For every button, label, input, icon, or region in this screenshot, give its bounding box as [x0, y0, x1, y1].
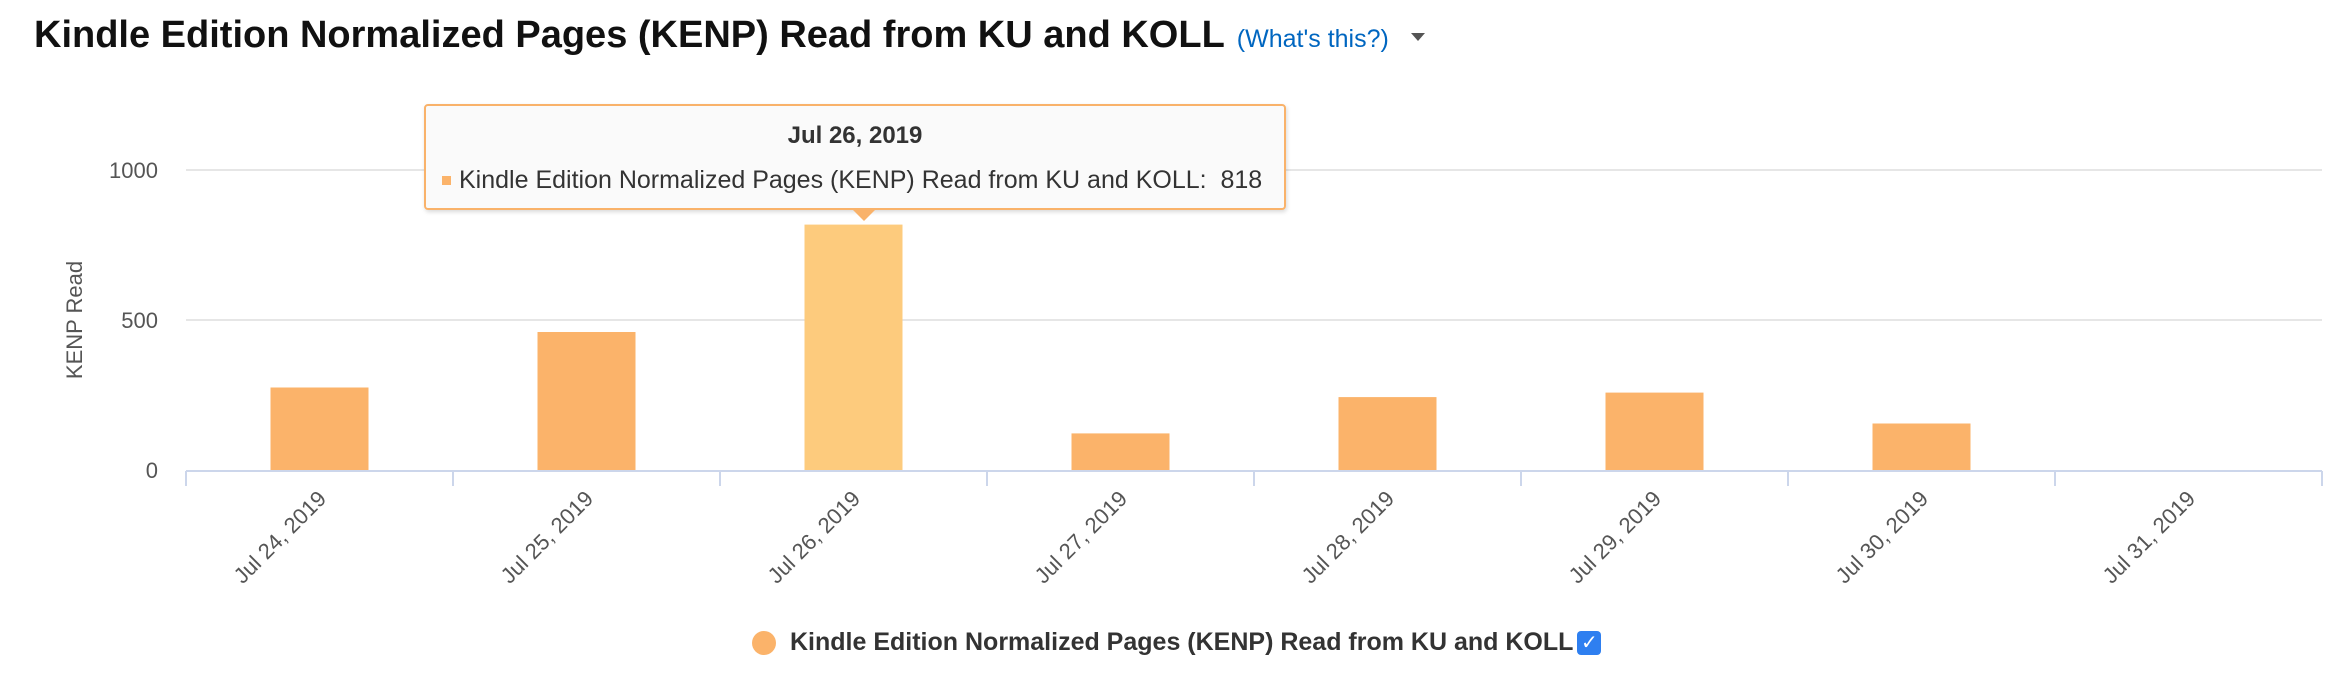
whats-this-link[interactable]: (What's this?)	[1236, 25, 1389, 53]
tooltip-row: Kindle Edition Normalized Pages (KENP) R…	[442, 166, 1262, 195]
bar-jul-30-2019[interactable]	[1872, 423, 1971, 471]
bar-jul-29-2019[interactable]	[1605, 392, 1704, 470]
x-tick-label: Jul 28, 2019	[1297, 486, 1399, 588]
tooltip-value: 818	[1220, 166, 1263, 194]
kenp-bar-chart: 0 500 1000 KENP Read Jul 24, 2019 Jul 25, 201…	[62, 158, 2323, 588]
tooltip-series-swatch	[442, 176, 451, 185]
y-tick-label: 1000	[109, 158, 158, 183]
x-tick-label: Jul 31, 2019	[2098, 486, 2200, 588]
y-tick-label: 500	[121, 308, 158, 333]
bar-jul-28-2019[interactable]	[1338, 397, 1437, 470]
chart-legend[interactable]: Kindle Edition Normalized Pages (KENP) R…	[752, 628, 1602, 657]
x-tick-label: Jul 25, 2019	[496, 486, 598, 588]
tooltip-date: Jul 26, 2019	[787, 122, 923, 149]
bar-jul-25-2019[interactable]	[537, 332, 636, 470]
x-tick-label: Jul 27, 2019	[1030, 486, 1132, 588]
bar-jul-26-2019[interactable]	[804, 224, 903, 470]
y-axis-title: KENP Read	[62, 261, 87, 379]
y-tick-label: 0	[146, 458, 158, 483]
legend-checkbox[interactable]: ✓	[1577, 630, 1602, 655]
chart-header: Kindle Edition Normalized Pages (KENP) R…	[34, 14, 1425, 57]
chevron-down-icon[interactable]	[1410, 33, 1425, 41]
page-title: Kindle Edition Normalized Pages (KENP) R…	[34, 14, 1225, 56]
x-tick-label: Jul 26, 2019	[763, 486, 865, 588]
x-tick-label: Jul 24, 2019	[229, 486, 331, 588]
legend-series-marker	[752, 630, 776, 655]
tooltip-series-label: Kindle Edition Normalized Pages (KENP) R…	[459, 166, 1207, 194]
x-tick-label: Jul 30, 2019	[1831, 486, 1933, 588]
bar-jul-24-2019[interactable]	[270, 387, 369, 471]
x-tick-label: Jul 29, 2019	[1564, 486, 1666, 588]
bar-jul-27-2019[interactable]	[1071, 433, 1170, 470]
tooltip-pointer	[852, 209, 876, 221]
legend-series-label[interactable]: Kindle Edition Normalized Pages (KENP) R…	[790, 628, 1574, 656]
chart-tooltip: Jul 26, 2019 Kindle Edition Normalized P…	[424, 104, 1286, 221]
